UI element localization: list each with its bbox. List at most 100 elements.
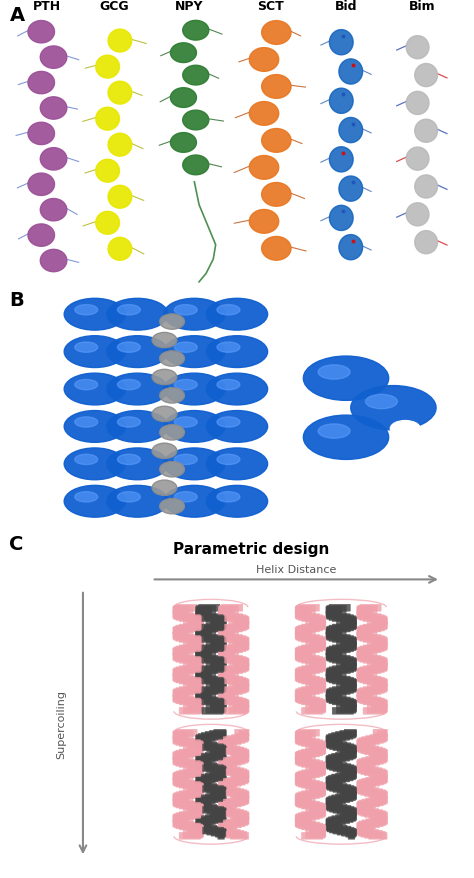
FancyBboxPatch shape [195,633,211,639]
FancyBboxPatch shape [365,798,386,805]
FancyBboxPatch shape [318,620,324,627]
FancyBboxPatch shape [196,689,216,695]
FancyBboxPatch shape [327,763,347,770]
FancyBboxPatch shape [206,658,226,665]
FancyBboxPatch shape [326,736,341,743]
FancyBboxPatch shape [356,628,373,635]
FancyBboxPatch shape [221,687,243,694]
FancyBboxPatch shape [215,663,226,670]
FancyBboxPatch shape [173,669,189,676]
FancyBboxPatch shape [222,810,244,817]
FancyBboxPatch shape [196,668,216,675]
FancyBboxPatch shape [359,800,380,807]
FancyBboxPatch shape [372,685,388,692]
FancyBboxPatch shape [328,821,333,828]
FancyBboxPatch shape [231,817,249,824]
FancyBboxPatch shape [326,633,342,639]
FancyBboxPatch shape [341,705,357,712]
FancyBboxPatch shape [359,821,380,828]
FancyBboxPatch shape [296,647,316,654]
FancyBboxPatch shape [173,738,193,745]
FancyBboxPatch shape [176,656,197,663]
FancyBboxPatch shape [326,607,342,614]
FancyBboxPatch shape [219,808,236,815]
FancyBboxPatch shape [218,832,225,839]
FancyBboxPatch shape [295,612,311,619]
FancyBboxPatch shape [318,703,324,710]
FancyBboxPatch shape [214,750,226,757]
FancyBboxPatch shape [318,661,324,667]
FancyBboxPatch shape [297,693,303,700]
FancyBboxPatch shape [175,630,181,637]
Ellipse shape [164,299,225,331]
Ellipse shape [206,336,268,368]
FancyBboxPatch shape [188,637,204,644]
FancyBboxPatch shape [341,643,357,650]
FancyBboxPatch shape [318,808,324,815]
FancyBboxPatch shape [188,680,204,687]
FancyBboxPatch shape [337,808,356,815]
FancyBboxPatch shape [179,823,201,830]
FancyBboxPatch shape [215,639,226,646]
FancyBboxPatch shape [188,658,204,666]
FancyBboxPatch shape [310,788,326,795]
FancyBboxPatch shape [197,804,217,811]
FancyBboxPatch shape [202,708,223,715]
FancyBboxPatch shape [298,738,319,745]
FancyBboxPatch shape [198,796,219,802]
FancyBboxPatch shape [298,781,319,788]
FancyBboxPatch shape [175,754,181,761]
FancyBboxPatch shape [358,788,379,795]
FancyBboxPatch shape [305,707,325,714]
FancyBboxPatch shape [327,817,346,824]
FancyBboxPatch shape [295,731,311,738]
FancyBboxPatch shape [214,792,226,799]
FancyBboxPatch shape [380,702,385,709]
FancyBboxPatch shape [237,663,249,670]
FancyBboxPatch shape [358,805,366,812]
FancyBboxPatch shape [183,623,203,630]
FancyBboxPatch shape [196,817,215,824]
FancyBboxPatch shape [225,615,246,622]
Text: SCT: SCT [257,0,283,13]
FancyBboxPatch shape [359,651,365,658]
FancyBboxPatch shape [326,740,338,746]
FancyBboxPatch shape [341,746,357,753]
FancyBboxPatch shape [363,636,384,643]
FancyBboxPatch shape [196,662,201,669]
FancyBboxPatch shape [198,759,203,766]
FancyBboxPatch shape [222,788,244,795]
FancyBboxPatch shape [373,750,388,757]
FancyBboxPatch shape [310,658,326,666]
Ellipse shape [118,455,140,465]
FancyBboxPatch shape [219,668,239,675]
FancyBboxPatch shape [202,827,224,834]
FancyBboxPatch shape [219,786,232,793]
FancyBboxPatch shape [218,653,234,660]
Ellipse shape [415,232,438,255]
FancyBboxPatch shape [196,619,201,626]
FancyBboxPatch shape [225,624,246,631]
FancyBboxPatch shape [318,640,324,647]
Ellipse shape [160,425,184,441]
FancyBboxPatch shape [295,732,307,739]
FancyBboxPatch shape [346,747,356,754]
FancyBboxPatch shape [296,668,316,675]
FancyBboxPatch shape [305,686,325,693]
FancyBboxPatch shape [370,735,387,742]
FancyBboxPatch shape [173,695,189,702]
FancyBboxPatch shape [367,623,387,630]
FancyBboxPatch shape [192,805,203,812]
FancyBboxPatch shape [295,798,307,805]
FancyBboxPatch shape [196,744,201,751]
FancyBboxPatch shape [220,743,228,750]
Ellipse shape [164,374,225,406]
FancyBboxPatch shape [327,799,337,806]
FancyBboxPatch shape [362,799,383,806]
FancyBboxPatch shape [326,802,338,810]
FancyBboxPatch shape [301,740,323,746]
FancyBboxPatch shape [373,813,388,819]
FancyBboxPatch shape [298,759,319,766]
FancyBboxPatch shape [341,680,357,687]
FancyBboxPatch shape [196,755,215,762]
